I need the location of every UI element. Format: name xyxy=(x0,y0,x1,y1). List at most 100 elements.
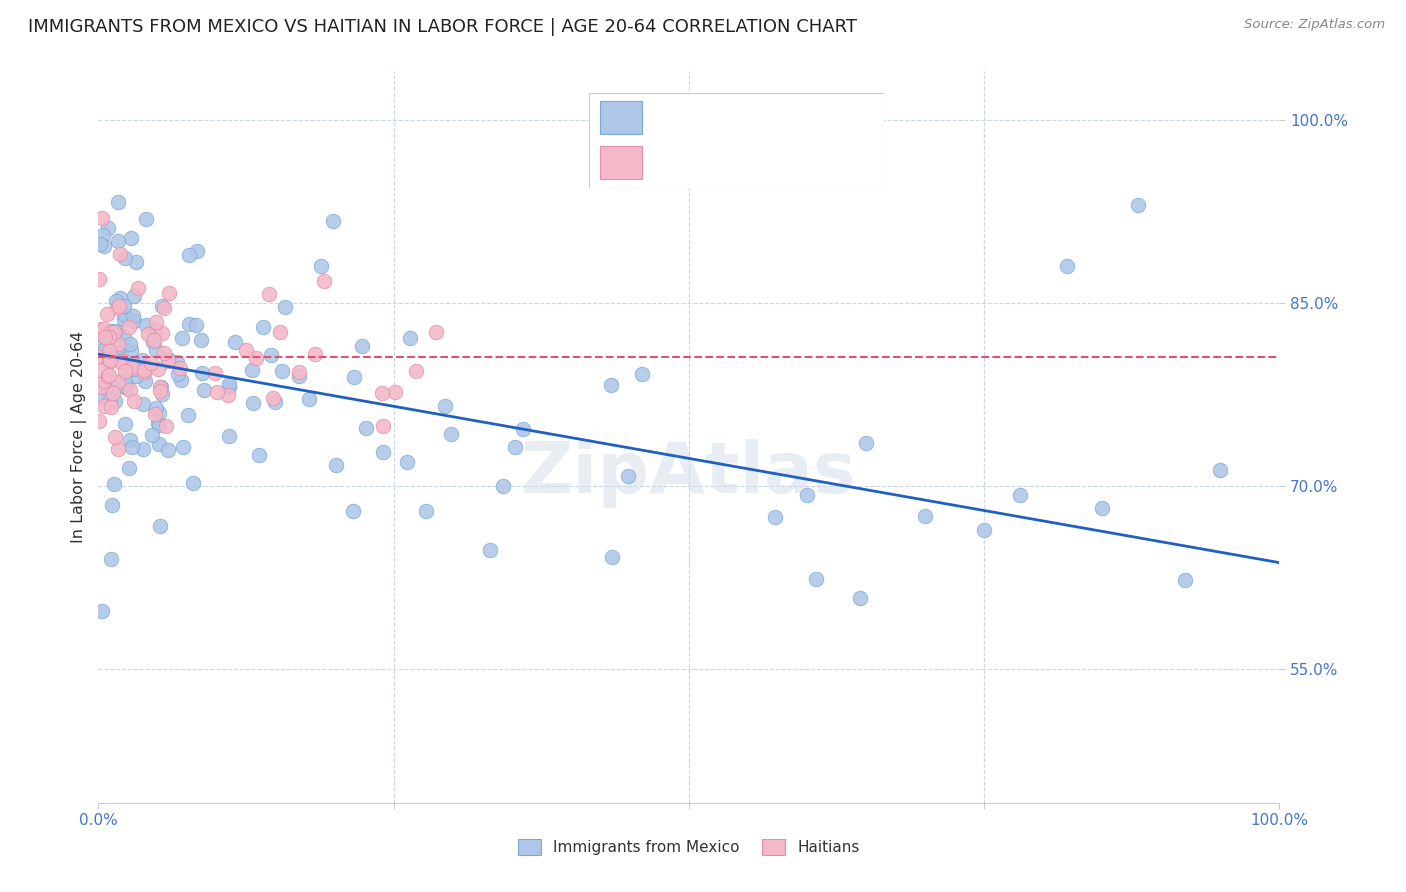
Point xyxy=(107,340,129,354)
Point xyxy=(112,329,135,343)
Point xyxy=(156,442,179,457)
Point xyxy=(100,324,122,338)
Point xyxy=(479,543,502,558)
Point xyxy=(87,321,110,335)
Point xyxy=(425,325,447,339)
Point xyxy=(145,315,167,329)
Point xyxy=(373,418,395,433)
Point xyxy=(134,374,156,388)
Point xyxy=(114,357,136,371)
Text: ZipAtlas: ZipAtlas xyxy=(522,439,856,508)
Point xyxy=(103,325,125,339)
Point xyxy=(148,417,170,432)
Point xyxy=(384,384,406,399)
Point xyxy=(252,320,274,334)
Point xyxy=(600,550,623,565)
Point xyxy=(114,380,136,394)
Point xyxy=(118,461,141,475)
Point xyxy=(93,239,115,253)
Point xyxy=(94,379,117,393)
Point xyxy=(1174,574,1197,588)
Point xyxy=(134,365,156,379)
Point xyxy=(342,504,364,518)
Point xyxy=(264,394,287,409)
Point xyxy=(183,475,205,490)
Point xyxy=(112,354,135,368)
Point xyxy=(107,376,129,390)
Point xyxy=(100,400,122,414)
Point xyxy=(242,396,264,410)
Point xyxy=(415,504,437,518)
Point xyxy=(973,523,995,537)
Point xyxy=(98,344,121,359)
Point xyxy=(142,333,165,347)
Point xyxy=(105,324,128,338)
Point xyxy=(98,330,121,344)
Point xyxy=(101,498,124,512)
Point xyxy=(87,414,110,428)
Point xyxy=(309,259,332,273)
Point xyxy=(121,440,143,454)
Point xyxy=(205,384,228,399)
Point xyxy=(108,247,131,261)
Point xyxy=(440,426,463,441)
Point xyxy=(122,289,145,303)
Point xyxy=(103,326,125,340)
Point xyxy=(131,353,153,368)
Point xyxy=(104,294,127,309)
Point xyxy=(143,323,166,337)
Point xyxy=(217,387,239,401)
Point xyxy=(120,230,142,244)
Point xyxy=(104,393,127,408)
Point xyxy=(1056,260,1078,274)
Point xyxy=(93,322,115,336)
Point xyxy=(617,469,640,483)
Point xyxy=(136,327,159,342)
Point xyxy=(149,379,172,393)
Point xyxy=(145,343,167,358)
Point xyxy=(112,299,135,313)
Point xyxy=(139,357,162,371)
Point xyxy=(105,330,128,344)
Point xyxy=(148,437,170,451)
Point xyxy=(405,364,427,378)
Point xyxy=(127,281,149,295)
Point xyxy=(153,346,176,360)
Point xyxy=(271,364,294,378)
Point xyxy=(134,212,156,227)
Point xyxy=(114,380,136,394)
Point xyxy=(101,386,124,401)
Point xyxy=(1008,488,1031,502)
Point xyxy=(149,518,172,533)
Point xyxy=(90,211,112,225)
Point xyxy=(112,373,135,387)
Point xyxy=(98,355,121,369)
Point xyxy=(122,314,145,328)
Point xyxy=(111,377,134,392)
Point xyxy=(132,397,155,411)
Point xyxy=(257,286,280,301)
Point xyxy=(179,247,201,261)
Point xyxy=(763,510,786,524)
Point xyxy=(97,368,120,383)
Point xyxy=(103,477,125,491)
Point xyxy=(143,407,166,421)
Point xyxy=(107,195,129,210)
Point xyxy=(371,385,394,400)
Point xyxy=(396,455,419,469)
Legend: Immigrants from Mexico, Haitians: Immigrants from Mexico, Haitians xyxy=(512,833,866,861)
Point xyxy=(191,366,214,380)
Point xyxy=(89,363,111,377)
Point xyxy=(298,392,321,406)
Point xyxy=(118,434,141,448)
Point xyxy=(287,365,309,379)
Point xyxy=(112,312,135,326)
Point xyxy=(150,299,173,313)
Point xyxy=(245,351,267,365)
Point xyxy=(849,591,872,605)
Point xyxy=(87,271,110,285)
Point xyxy=(100,383,122,397)
Point xyxy=(97,368,120,383)
Point xyxy=(914,508,936,523)
Point xyxy=(247,448,270,462)
